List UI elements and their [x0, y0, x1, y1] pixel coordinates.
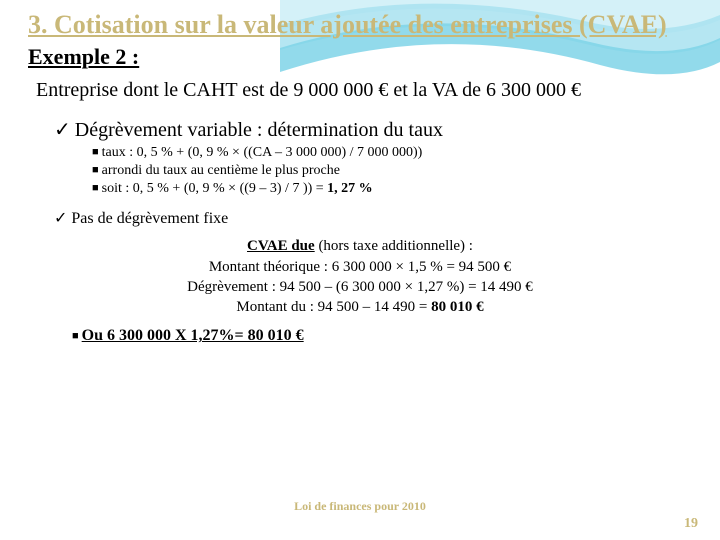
formula-line-2: ■soit : 0, 5 % + (0, 9 % × ((9 – 3) / 7 … [92, 180, 692, 198]
times-symbol: × [395, 259, 403, 275]
theorique-line: Montant théorique : 6 300 000 × 1,5 % = … [28, 257, 692, 277]
page-number: 19 [684, 516, 698, 532]
formula2-pre: soit : 0, 5 % + (0, 9 % [102, 181, 229, 196]
montant-line: Montant du : 94 500 – 14 490 = 80 010 € [28, 297, 692, 317]
degrev-pre: Dégrèvement : 94 500 – (6 300 000 [187, 279, 404, 295]
degrevement-heading-text: Dégrèvement variable : détermination du … [75, 119, 443, 141]
check-icon: ✓ [54, 210, 67, 227]
times-symbol: × [232, 145, 240, 160]
result-title: CVAE due [247, 238, 315, 254]
formula2-value: 1, 27 % [327, 181, 373, 196]
rounding-line: ■arrondi du taux au centième le plus pro… [92, 162, 692, 180]
alt-text: Ou 6 300 000 X 1,27%= 80 010 € [82, 327, 304, 344]
degrevement-heading: ✓Dégrèvement variable : détermination du… [54, 117, 692, 142]
result-title-post: (hors taxe additionnelle) : [315, 238, 473, 254]
result-block: CVAE due (hors taxe additionnelle) : Mon… [28, 236, 692, 317]
rounding-text: arrondi du taux au centième le plus proc… [102, 163, 340, 178]
formula1-pre: taux : 0, 5 % + (0, 9 % [102, 145, 232, 160]
degrevement-line: Dégrèvement : 94 500 – (6 300 000 × 1,27… [28, 277, 692, 297]
degrev-post: 1,27 %) = 14 490 € [413, 279, 533, 295]
square-bullet-icon: ■ [72, 330, 79, 342]
times-symbol: × [405, 279, 413, 295]
square-bullet-icon: ■ [92, 146, 99, 158]
footer-law-text: Loi de finances pour 2010 [0, 499, 720, 514]
formula-block: ■taux : 0, 5 % + (0, 9 % × ((CA – 3 000 … [92, 144, 692, 199]
square-bullet-icon: ■ [92, 182, 99, 194]
formula-line-1: ■taux : 0, 5 % + (0, 9 % × ((CA – 3 000 … [92, 144, 692, 162]
intro-text: Entreprise dont le CAHT est de 9 000 000… [36, 78, 684, 103]
alternative-calc-line: ■Ou 6 300 000 X 1,27%= 80 010 € [72, 327, 692, 345]
result-title-line: CVAE due (hors taxe additionnelle) : [28, 236, 692, 256]
square-bullet-icon: ■ [92, 164, 99, 176]
times-symbol: × [228, 181, 236, 196]
formula1-post: ((CA – 3 000 000) / 7 000 000)) [240, 145, 422, 160]
no-fixed-line: ✓Pas de dégrèvement fixe [54, 208, 692, 228]
section-title: 3. Cotisation sur la valeur ajoutée des … [28, 10, 692, 40]
formula2-mid: ((9 – 3) / 7 )) = [236, 181, 327, 196]
no-fixed-text: Pas de dégrèvement fixe [71, 210, 228, 227]
example-subtitle: Exemple 2 : [28, 44, 692, 70]
montant-pre: Montant du : 94 500 – 14 490 = [236, 299, 431, 315]
check-icon: ✓ [54, 119, 71, 141]
montant-value: 80 010 € [431, 299, 484, 315]
theorique-pre: Montant théorique : 6 300 000 [209, 259, 396, 275]
theorique-post: 1,5 % = 94 500 € [404, 259, 511, 275]
